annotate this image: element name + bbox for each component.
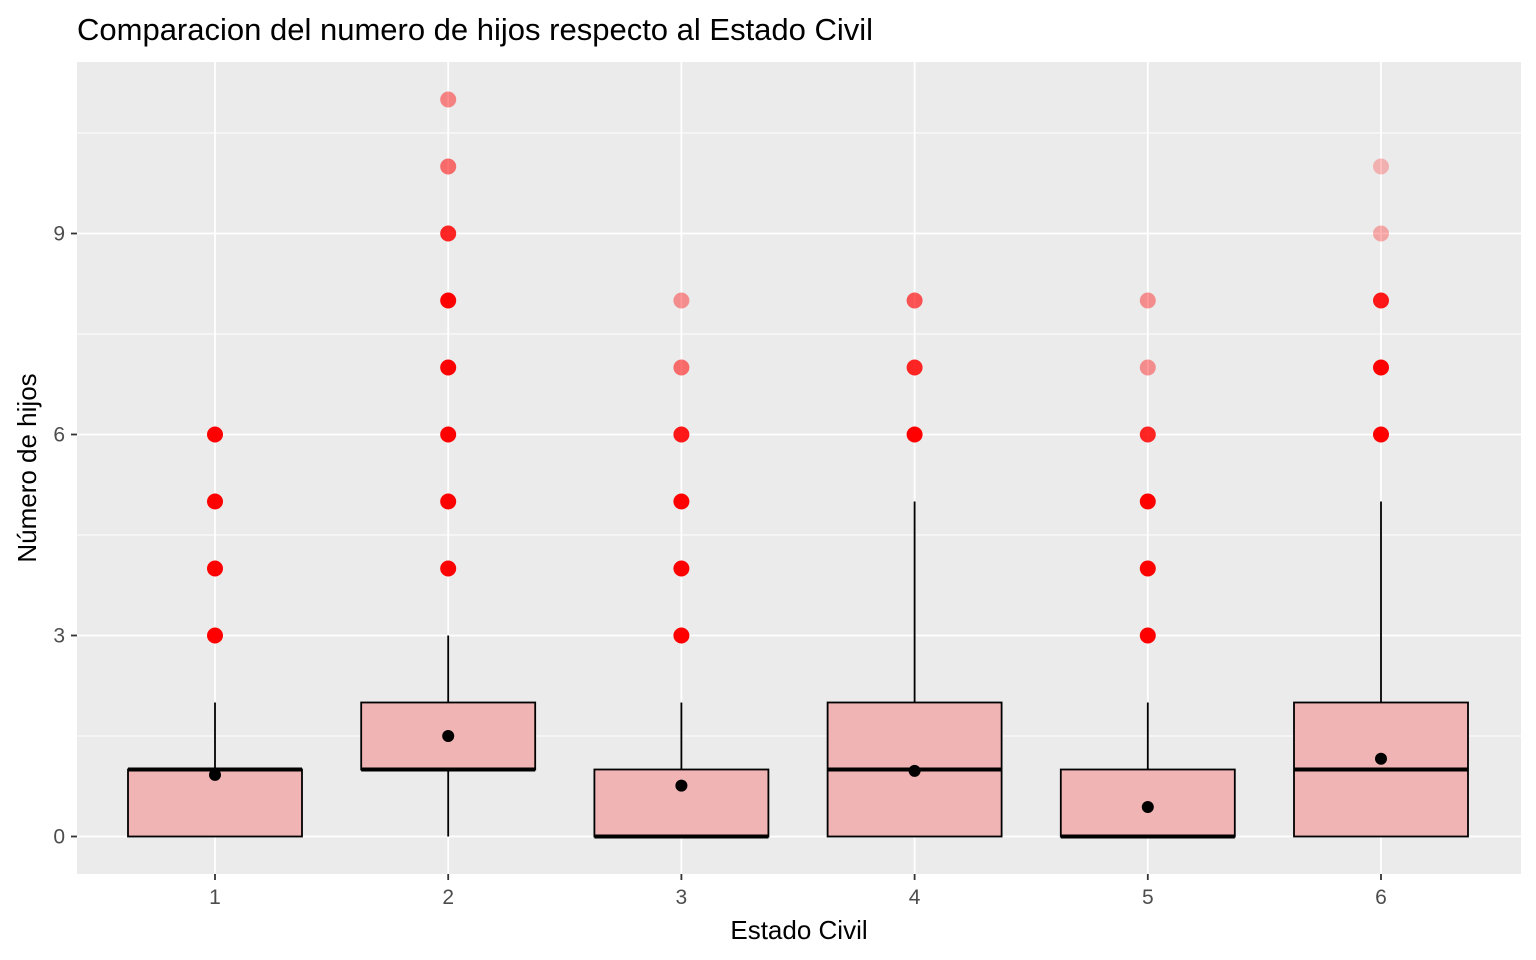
outlier-point — [1139, 359, 1156, 376]
box-group-2 — [360, 91, 537, 837]
mean-point — [675, 779, 688, 792]
outlier-point — [1139, 627, 1156, 644]
outlier-point — [906, 426, 923, 443]
x-tick-label: 5 — [1142, 886, 1154, 909]
outlier-point — [207, 627, 223, 644]
outlier-point — [1139, 560, 1156, 577]
outlier-point — [1139, 493, 1156, 510]
outlier-point — [1139, 426, 1156, 443]
y-tick-label: 0 — [53, 826, 65, 849]
outlier-point — [440, 426, 457, 443]
mean-point — [442, 730, 455, 742]
outlier-point — [673, 292, 690, 309]
grid-major-lines — [77, 62, 1521, 874]
outlier-point — [440, 560, 457, 577]
outlier-point — [440, 493, 457, 510]
box-group-6 — [1293, 158, 1469, 838]
mean-point — [908, 764, 921, 777]
outlier-point — [207, 560, 223, 577]
y-axis-title: Número de hijos — [12, 373, 42, 562]
grid-minor-lines — [77, 132, 1521, 737]
box-iqr — [593, 768, 770, 838]
outlier-point — [1373, 426, 1389, 443]
outlier-point — [906, 359, 923, 376]
box-group-4 — [826, 292, 1003, 838]
x-tick-label: 1 — [209, 886, 221, 909]
x-tick-label: 3 — [676, 886, 688, 909]
outlier-point — [1373, 292, 1389, 309]
y-tick-label: 9 — [53, 223, 65, 246]
mean-point — [1141, 801, 1154, 814]
box-group-1 — [127, 426, 303, 838]
outlier-point — [906, 292, 923, 309]
x-axis-title: Estado Civil — [730, 915, 867, 945]
y-tick-label: 3 — [53, 625, 65, 648]
outlier-point — [1373, 225, 1389, 242]
plot-panel — [77, 62, 1521, 874]
outlier-point — [673, 627, 690, 644]
outlier-point — [673, 560, 690, 577]
box-iqr — [127, 768, 303, 838]
outlier-point — [207, 426, 223, 443]
x-tick-label: 6 — [1375, 886, 1387, 909]
mean-point — [209, 768, 221, 781]
outlier-point — [673, 493, 690, 510]
outlier-point — [1373, 359, 1389, 376]
boxplot-series — [127, 91, 1469, 839]
outlier-point — [440, 91, 457, 108]
box-group-3 — [593, 292, 770, 839]
outlier-point — [440, 225, 457, 242]
outlier-point — [440, 359, 457, 376]
outlier-point — [673, 426, 690, 443]
chart-title: Comparacion del numero de hijos respecto… — [77, 12, 873, 47]
outlier-point — [1139, 292, 1156, 309]
y-tick-label: 6 — [53, 424, 65, 447]
outlier-point — [1373, 158, 1389, 175]
x-tick-label: 2 — [442, 886, 454, 909]
outlier-point — [207, 493, 223, 510]
mean-point — [1375, 752, 1387, 765]
outlier-point — [673, 359, 690, 376]
x-tick-label: 4 — [909, 886, 921, 909]
outlier-point — [440, 158, 457, 175]
y-axis: 0 3 6 9 — [53, 223, 77, 849]
box-group-5 — [1059, 292, 1236, 839]
x-axis: 1 2 3 4 5 6 — [209, 874, 1387, 909]
outlier-point — [440, 292, 457, 309]
